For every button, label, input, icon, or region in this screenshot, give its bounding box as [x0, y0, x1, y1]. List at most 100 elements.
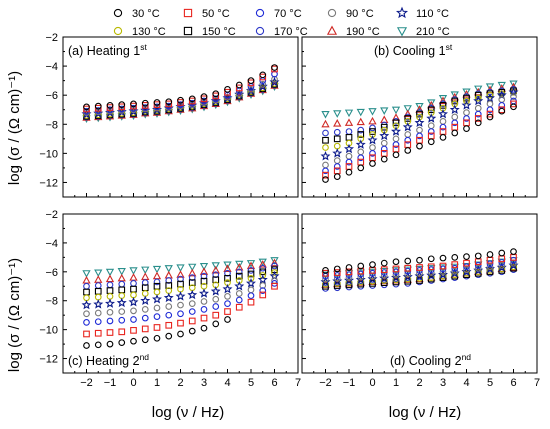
data-point — [130, 316, 137, 323]
series-group — [81, 64, 280, 123]
data-point — [404, 264, 412, 272]
data-point — [271, 64, 278, 71]
data-point — [391, 267, 401, 275]
data-point — [165, 332, 173, 340]
data-point — [200, 95, 208, 103]
data-point — [106, 102, 114, 109]
data-point — [188, 300, 196, 307]
data-point — [83, 282, 90, 290]
data-point — [94, 293, 102, 301]
data-point — [224, 86, 231, 93]
data-point — [165, 321, 173, 329]
data-point — [474, 119, 482, 127]
data-point — [106, 317, 114, 325]
data-point — [140, 295, 151, 305]
data-point — [106, 340, 114, 348]
data-point — [223, 261, 232, 270]
data-point — [177, 96, 184, 104]
data-point — [322, 171, 329, 179]
x-tick-label: 5 — [487, 377, 493, 389]
data-point — [118, 280, 126, 288]
x-tick-label: 6 — [510, 377, 516, 389]
data-point — [212, 311, 220, 319]
data-point — [474, 264, 482, 272]
data-point — [200, 306, 208, 313]
data-point — [212, 295, 220, 303]
data-point — [380, 145, 388, 153]
data-point — [380, 268, 389, 276]
data-point — [345, 264, 353, 271]
data-point — [439, 102, 447, 109]
data-point — [177, 301, 184, 309]
data-point — [462, 88, 471, 97]
data-point — [463, 266, 470, 274]
data-point — [333, 173, 341, 180]
data-point — [118, 101, 126, 108]
y-axis-title: log (σ / (Ω cm)⁻¹) — [6, 258, 23, 372]
data-point — [130, 307, 137, 315]
y-tick-label: −8 — [45, 119, 58, 131]
data-point — [439, 272, 447, 280]
data-point — [369, 128, 376, 135]
data-point — [153, 101, 161, 108]
data-point — [380, 107, 389, 115]
data-point — [344, 118, 354, 126]
data-point — [367, 135, 378, 145]
data-point — [322, 176, 329, 183]
data-point — [94, 111, 102, 119]
data-point — [344, 143, 354, 154]
x-axis-title: log (ν / Hz) — [152, 404, 225, 421]
data-point — [415, 103, 424, 111]
data-point — [498, 261, 506, 269]
data-point — [106, 308, 114, 316]
data-point — [402, 121, 413, 132]
data-point — [427, 265, 436, 273]
data-point — [200, 298, 208, 305]
data-point — [380, 139, 388, 147]
data-point — [259, 291, 267, 299]
data-point — [333, 265, 341, 273]
data-point — [333, 119, 342, 127]
data-point — [129, 273, 138, 281]
data-point — [356, 108, 365, 117]
data-point — [247, 79, 255, 87]
data-point — [439, 254, 447, 262]
data-point — [439, 262, 447, 270]
data-point — [416, 264, 423, 271]
legend-label: 110 °C — [416, 8, 449, 20]
data-point — [164, 270, 173, 279]
data-point — [416, 256, 423, 264]
data-point — [83, 310, 90, 318]
legend-marker-triangle-down — [396, 27, 408, 37]
legend-label: 70 °C — [274, 8, 302, 20]
data-point — [404, 115, 412, 122]
y-tick-label: −12 — [39, 177, 58, 189]
legend-marker-triangle-up — [326, 25, 338, 35]
data-point — [116, 297, 127, 308]
data-point — [247, 274, 255, 282]
data-point — [224, 88, 231, 96]
data-point — [117, 273, 126, 282]
data-point — [106, 104, 114, 111]
legend-label: 130 °C — [132, 26, 166, 38]
data-point — [224, 293, 231, 300]
data-point — [427, 122, 435, 130]
x-axis-title: log (ν / Hz) — [389, 404, 462, 421]
data-point — [94, 104, 102, 112]
data-point — [322, 267, 329, 274]
data-point — [439, 118, 447, 125]
data-point — [485, 83, 495, 91]
data-point — [188, 263, 197, 272]
data-point — [164, 265, 173, 273]
data-point — [451, 119, 459, 127]
data-point — [247, 77, 255, 84]
data-point — [130, 291, 137, 299]
y-tick-label: −2 — [45, 32, 58, 44]
data-point — [235, 303, 243, 311]
data-point — [94, 275, 103, 283]
data-point — [83, 103, 90, 111]
x-tick-label: 6 — [271, 377, 277, 389]
data-point — [416, 132, 423, 140]
legend-label: 90 °C — [346, 8, 374, 20]
data-point — [356, 117, 365, 126]
